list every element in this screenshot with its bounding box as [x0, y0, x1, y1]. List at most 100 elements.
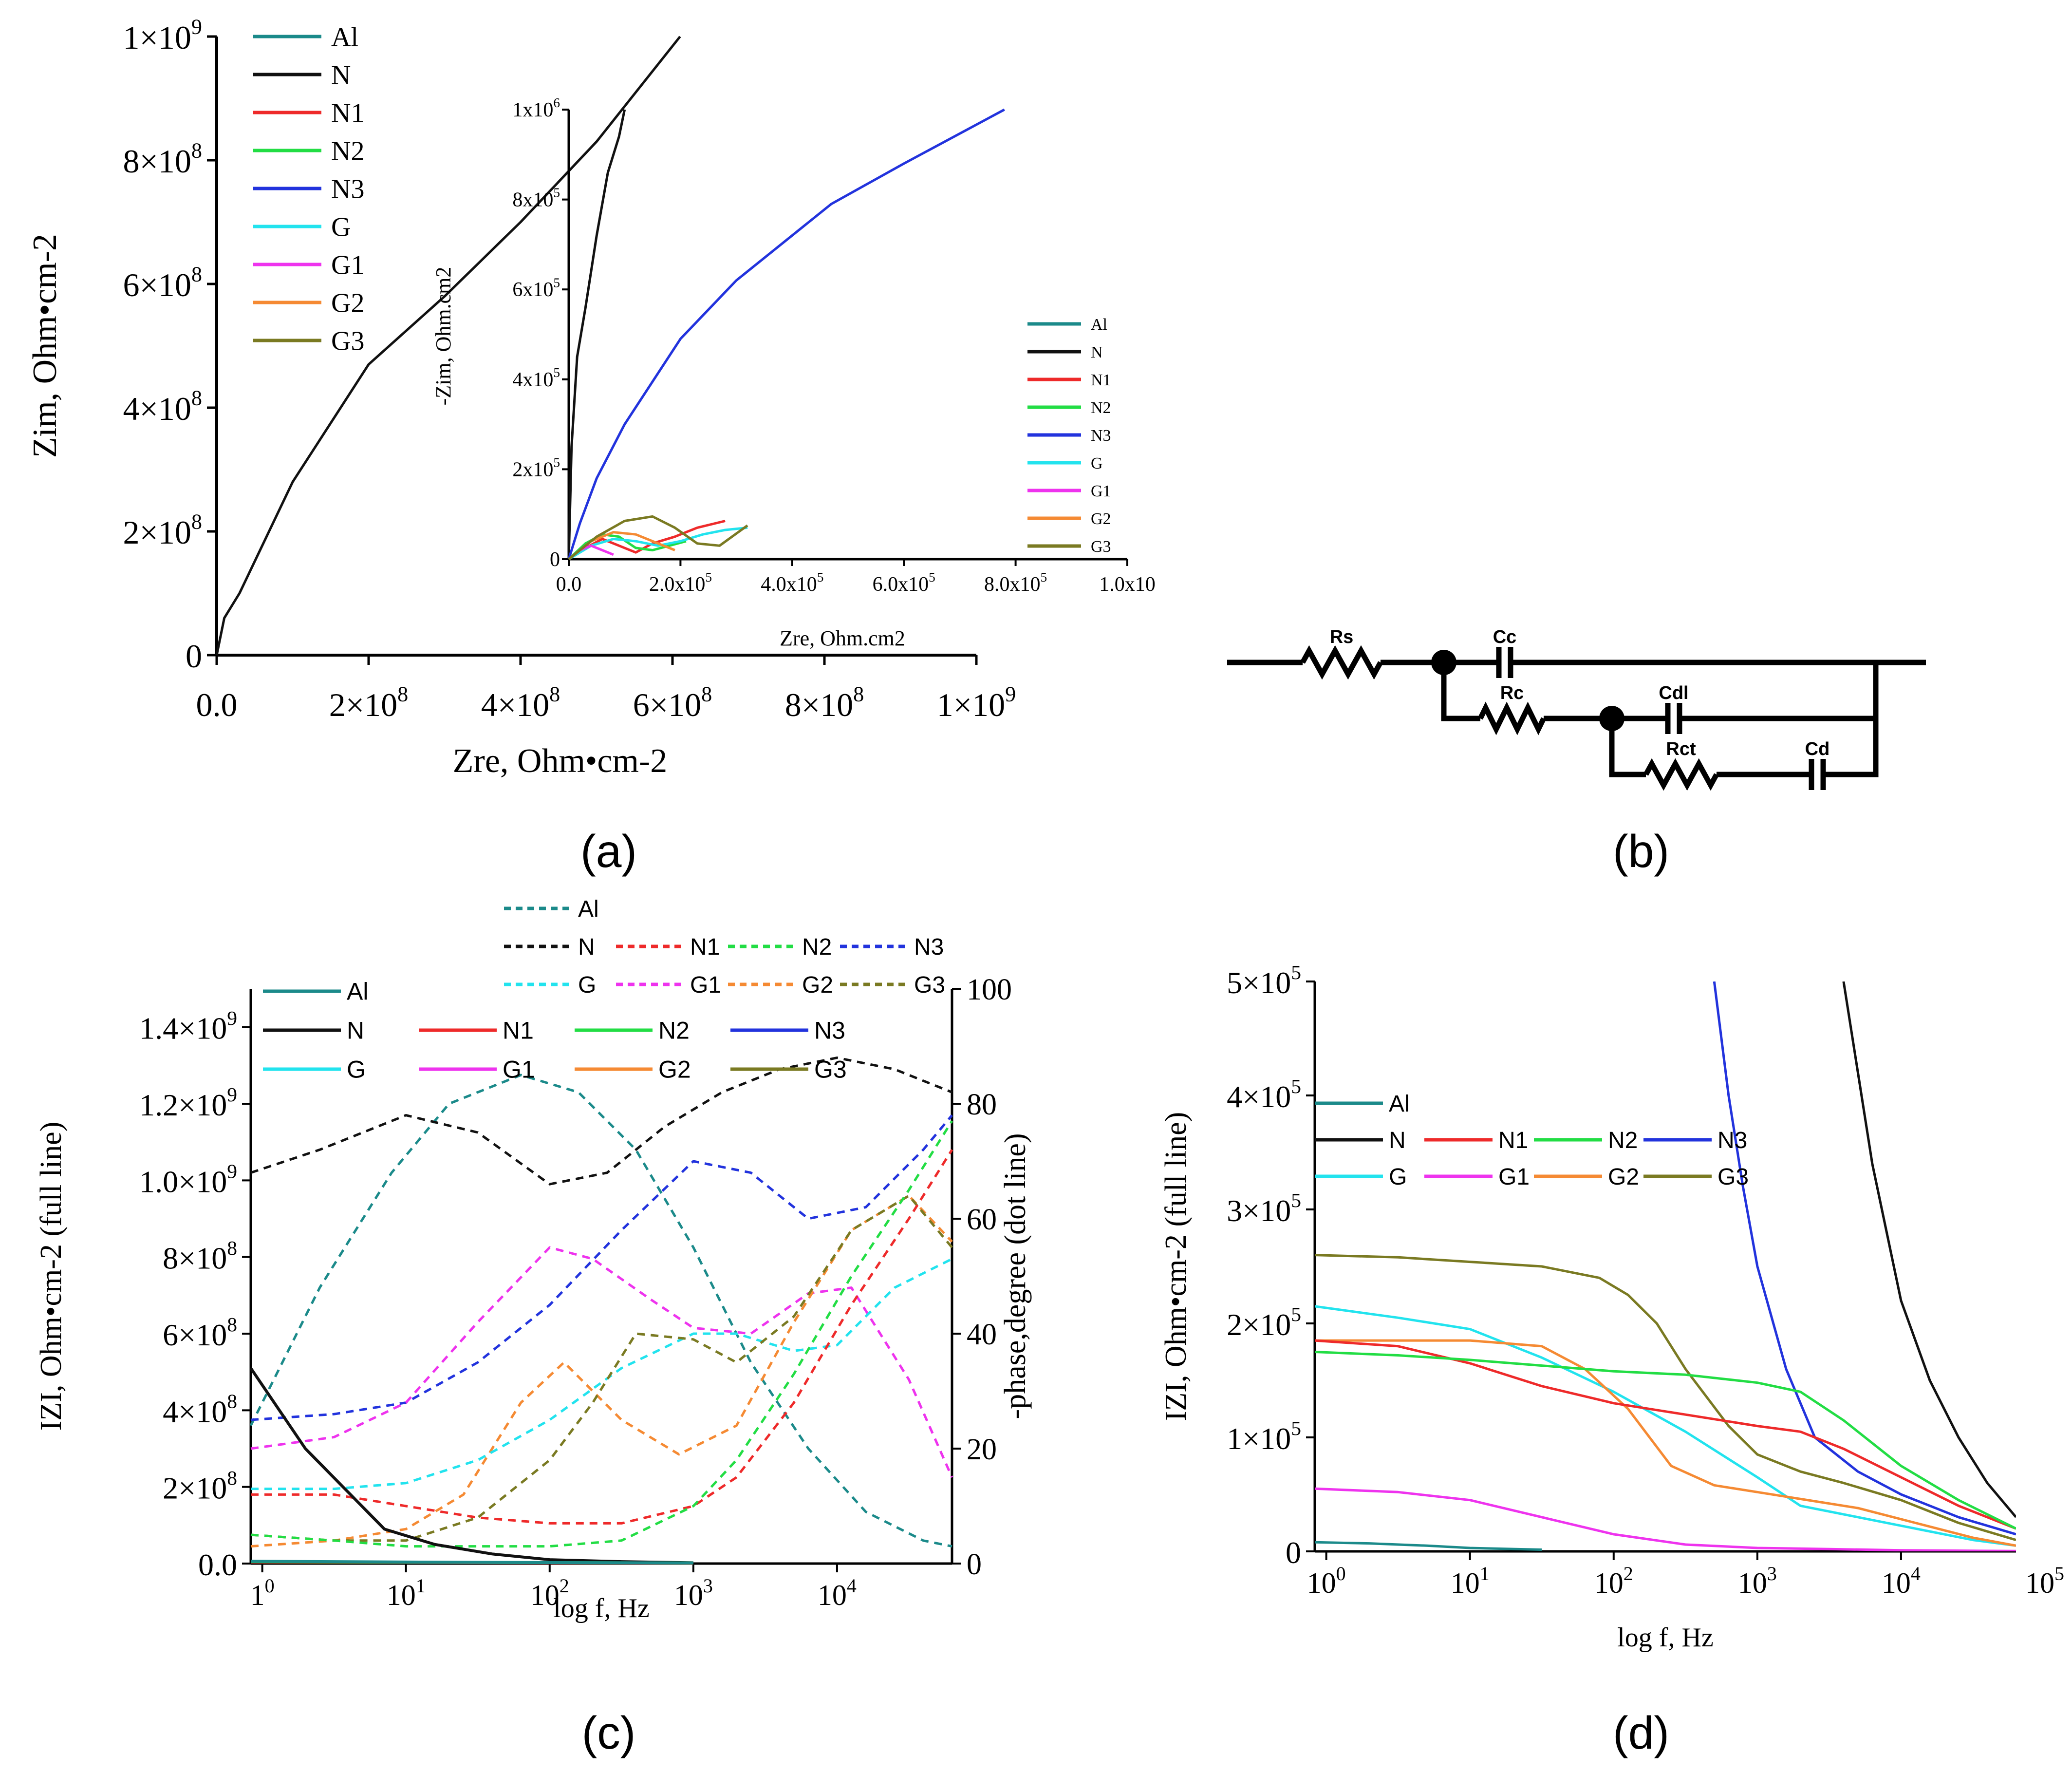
d-xtick-label-1: 101 — [1451, 1563, 1490, 1599]
c-y2tick-label-4: 80 — [967, 1088, 997, 1121]
c-ytick-label-1: 2×108 — [163, 1467, 237, 1506]
c-ytick-label-7: 1.4×109 — [139, 1007, 237, 1046]
c-legend-full-label-n2: N2 — [658, 1017, 690, 1044]
d-legend-label-g3: G3 — [1717, 1164, 1749, 1190]
c-xlabel: log f, Hz — [553, 1593, 650, 1623]
node-2 — [1599, 706, 1624, 731]
c-phase-al — [249, 1074, 952, 1548]
c-legend-dot-label-n: N — [578, 934, 595, 960]
a-xlabel: Zre, Ohm•cm-2 — [453, 742, 667, 780]
a-series-n — [215, 36, 681, 656]
a-ytick-label-0: 0 — [186, 638, 202, 675]
a-xtick-label-4: 8×108 — [785, 682, 864, 723]
d-series-g — [1315, 1305, 2016, 1547]
d-series-n3 — [1713, 981, 2016, 1536]
a-xtick-label-0: 0.0 — [196, 686, 238, 723]
c-legend-full-label-n3: N3 — [814, 1017, 845, 1044]
panel-b-circuit: Rs Cc Rc Cdl Rct Cd — [1227, 627, 1926, 791]
inset-ylabel: -Zim, Ohm.cm2 — [431, 267, 455, 406]
c-ytick-label-4: 8×108 — [163, 1237, 237, 1276]
d-ytick-label-2: 2×105 — [1227, 1303, 1301, 1342]
wire-node2-rct — [1609, 718, 1646, 777]
inset-legend-label-g3: G3 — [1091, 538, 1111, 556]
c-legend-dot-label-n2: N2 — [802, 934, 832, 960]
panel-a-nyquist: 0 2×108 4×108 6×108 8×108 1×109 0.0 2×108 4×108 6… — [26, 15, 1016, 780]
c-legend-dot-label-n1: N1 — [690, 934, 720, 960]
d-legend-label-g1: G1 — [1498, 1164, 1530, 1190]
c-phase-n2 — [250, 1120, 953, 1548]
d-series-g1 — [1315, 1487, 2016, 1551]
c-legend-full-label-n1: N1 — [503, 1017, 534, 1044]
c-phase-g1 — [250, 1246, 953, 1478]
wire-cd-right — [1823, 718, 1879, 777]
panel-a-inset: 0 2x105 4x105 6x105 8x105 1x106 0.0 2.0x105 4.0x… — [431, 95, 1156, 650]
label-rct: Rct — [1666, 739, 1696, 759]
inset-ytick-label-5: 1x106 — [512, 95, 560, 121]
c-mod-n — [249, 1367, 693, 1565]
inset-xtick-label-2: 4.0x105 — [761, 570, 823, 596]
inset-xtick-label-1: 2.0x105 — [649, 570, 712, 596]
inset-legend-label-al: Al — [1091, 316, 1107, 334]
c-xtick-label-0: 10 — [250, 1575, 275, 1611]
c-legend-full-label-n: N — [347, 1017, 364, 1044]
a-ytick-label-4: 8×108 — [123, 138, 202, 180]
c-mod-al — [250, 1560, 693, 1565]
resistor-rs — [1300, 645, 1383, 680]
inset-ytick-label-4: 8x105 — [512, 186, 560, 211]
c-ytick-label-5: 1.0×109 — [139, 1160, 237, 1199]
d-xtick-label-0: 100 — [1307, 1563, 1346, 1599]
c-ytick-label-0: 0.0 — [198, 1547, 237, 1582]
d-legend-label-n3: N3 — [1717, 1128, 1747, 1153]
panel-d-label: (d) — [1613, 1707, 1669, 1759]
inset-legend-label-n2: N2 — [1091, 399, 1111, 417]
inset-series-g3 — [568, 515, 748, 560]
d-xtick-label-5: 105 — [2025, 1563, 2064, 1599]
label-rc: Rc — [1500, 683, 1524, 703]
d-ytick-label-0: 0 — [1286, 1535, 1301, 1570]
c-phase-n — [250, 1056, 952, 1186]
a-ytick-label-1: 2×108 — [123, 509, 202, 551]
label-cdl: Cdl — [1659, 683, 1688, 703]
c-legend-full-label-g: G — [347, 1056, 366, 1083]
d-ytick-label-1: 1×105 — [1227, 1417, 1301, 1456]
c-legend-full-label-g3: G3 — [814, 1056, 847, 1083]
a-legend-label-n: N — [331, 60, 351, 91]
c-xtick-label-2: 102 — [530, 1575, 569, 1611]
d-series-n — [1842, 981, 2016, 1518]
c-legend-full-label-g2: G2 — [658, 1056, 691, 1083]
a-xtick-label-5: 1×109 — [937, 682, 1016, 723]
c-legend-full-label-g1: G1 — [503, 1056, 535, 1083]
c-legend-dot-label-al: Al — [578, 896, 599, 922]
d-series-n2 — [1315, 1351, 2016, 1530]
inset-ytick-label-0: 0 — [550, 548, 560, 571]
d-xlabel: log f, Hz — [1617, 1622, 1714, 1653]
wire-node1-rc — [1441, 662, 1480, 721]
d-series-n1 — [1315, 1339, 2016, 1530]
inset-ytick-label-1: 2x105 — [512, 455, 560, 481]
a-legend-label-n1: N1 — [331, 98, 364, 129]
inset-legend-label-n3: N3 — [1091, 427, 1111, 445]
c-ytick-label-6: 1.2×109 — [139, 1083, 237, 1122]
d-series-g2 — [1315, 1339, 2016, 1547]
d-legend-label-n: N — [1389, 1128, 1406, 1153]
label-cc: Cc — [1493, 627, 1517, 647]
c-ytick-label-3: 6×108 — [163, 1313, 237, 1352]
c-phase-g2 — [250, 1194, 953, 1548]
inset-legend-label-n1: N1 — [1091, 371, 1111, 389]
panel-b-label: (b) — [1613, 826, 1669, 877]
node-1 — [1431, 650, 1456, 675]
inset-series-g — [568, 526, 748, 561]
a-legend-label-g: G — [331, 212, 351, 243]
inset-xtick-label-5: 1.0x10 — [1099, 573, 1156, 596]
inset-xtick-label-3: 6.0x105 — [873, 570, 935, 596]
d-series-g3 — [1315, 1254, 2016, 1541]
panel-a-label: (a) — [580, 826, 637, 877]
a-legend-label-al: Al — [331, 22, 358, 53]
d-xtick-label-4: 104 — [1882, 1563, 1921, 1599]
label-rs: Rs — [1330, 627, 1354, 647]
inset-series-n — [567, 109, 626, 560]
a-ylabel: Zim, Ohm•cm-2 — [26, 234, 64, 458]
panel-d-bode: 0 1×105 2×105 3×105 4×105 5×105 100 101 102 103 10… — [1159, 961, 2064, 1653]
inset-legend-label-g: G — [1091, 454, 1103, 472]
